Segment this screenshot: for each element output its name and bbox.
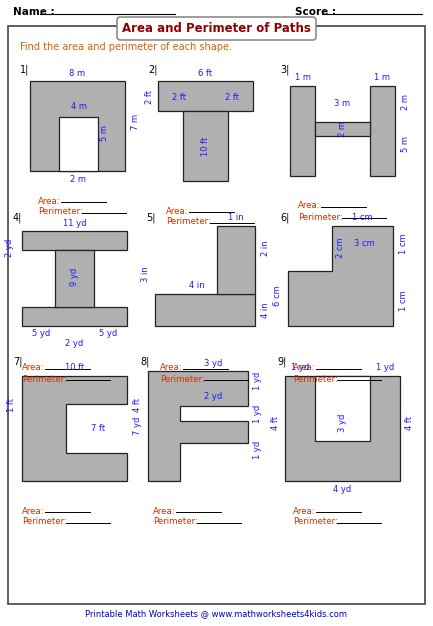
Text: Perimeter:: Perimeter: — [293, 374, 338, 384]
Text: Area:: Area: — [293, 506, 316, 515]
Text: 1 cm: 1 cm — [398, 290, 407, 311]
Text: 3 m: 3 m — [334, 100, 351, 108]
Text: Printable Math Worksheets @ www.mathworksheets4kids.com: Printable Math Worksheets @ www.mathwork… — [85, 610, 347, 618]
Text: 7 yd: 7 yd — [133, 417, 142, 435]
Text: Area:: Area: — [22, 364, 45, 372]
Text: 1 m: 1 m — [294, 73, 310, 83]
Text: 1 in: 1 in — [228, 213, 244, 222]
Text: Perimeter:: Perimeter: — [153, 518, 198, 526]
Text: Perimeter:: Perimeter: — [22, 374, 67, 384]
Polygon shape — [58, 117, 98, 171]
Text: 3|: 3| — [280, 64, 289, 75]
Text: Score :: Score : — [295, 7, 336, 17]
Text: Area:: Area: — [293, 364, 316, 372]
Text: Perimeter:: Perimeter: — [160, 374, 205, 384]
Text: 7 m: 7 m — [130, 113, 139, 130]
Text: 5 m: 5 m — [401, 136, 410, 153]
Polygon shape — [217, 226, 255, 294]
Polygon shape — [290, 86, 315, 176]
Text: 2 yd: 2 yd — [6, 239, 14, 257]
Text: 4 yd: 4 yd — [333, 485, 352, 493]
Text: 1 cm: 1 cm — [398, 233, 407, 254]
Text: 5 yd: 5 yd — [32, 329, 50, 339]
Text: 1 m: 1 m — [375, 73, 391, 83]
Text: Area:: Area: — [166, 207, 189, 215]
Polygon shape — [55, 250, 94, 307]
Text: 2 m: 2 m — [71, 175, 87, 183]
Polygon shape — [148, 371, 248, 481]
Polygon shape — [315, 122, 370, 136]
Text: 1 yd: 1 yd — [253, 405, 262, 423]
Text: 9 yd: 9 yd — [70, 267, 79, 285]
Polygon shape — [22, 307, 127, 326]
Text: 1|: 1| — [20, 64, 29, 75]
Text: 9|: 9| — [277, 357, 286, 367]
Text: 2 m: 2 m — [401, 94, 410, 110]
Text: 6 cm: 6 cm — [274, 285, 282, 306]
Text: Perimeter:: Perimeter: — [22, 518, 67, 526]
Polygon shape — [30, 81, 125, 171]
Polygon shape — [370, 86, 395, 176]
Text: 2 yd: 2 yd — [65, 339, 84, 349]
Text: 2 ft: 2 ft — [225, 93, 239, 103]
Text: Area and Perimeter of Paths: Area and Perimeter of Paths — [122, 21, 310, 34]
Text: Area:: Area: — [160, 364, 183, 372]
Text: Area:: Area: — [153, 506, 176, 515]
Text: 11 yd: 11 yd — [63, 218, 86, 227]
Text: 4 in: 4 in — [189, 282, 205, 290]
Text: Perimeter:: Perimeter: — [298, 212, 343, 222]
Text: Area:: Area: — [298, 202, 320, 210]
Text: 2 ft: 2 ft — [145, 90, 154, 104]
Text: 7|: 7| — [13, 357, 23, 367]
Polygon shape — [288, 226, 393, 326]
Text: 4 ft: 4 ft — [405, 416, 414, 430]
Text: 1 yd: 1 yd — [253, 372, 262, 390]
Text: 4|: 4| — [13, 213, 23, 223]
Polygon shape — [158, 81, 253, 111]
Text: 3 cm: 3 cm — [354, 240, 375, 249]
Text: 3 yd: 3 yd — [204, 359, 222, 367]
Text: 4 in: 4 in — [261, 302, 269, 318]
Text: Name :: Name : — [13, 7, 55, 17]
Text: 2|: 2| — [148, 64, 158, 75]
Text: 2 yd: 2 yd — [204, 392, 222, 401]
Text: 2 m: 2 m — [338, 121, 347, 137]
Polygon shape — [315, 376, 370, 441]
Text: Perimeter:: Perimeter: — [293, 518, 338, 526]
FancyBboxPatch shape — [117, 17, 316, 40]
Text: 3 in: 3 in — [140, 266, 149, 282]
Text: Perimeter:: Perimeter: — [38, 207, 83, 217]
Polygon shape — [155, 294, 255, 326]
Text: 1 yd: 1 yd — [253, 441, 262, 459]
Text: 4 m: 4 m — [71, 101, 87, 111]
Text: 5 m: 5 m — [100, 125, 109, 141]
Text: Area:: Area: — [38, 197, 61, 205]
Text: Perimeter:: Perimeter: — [166, 217, 211, 227]
Text: Find the area and perimeter of each shape.: Find the area and perimeter of each shap… — [20, 42, 232, 52]
Text: 5|: 5| — [146, 213, 155, 223]
Polygon shape — [22, 231, 127, 250]
Polygon shape — [22, 376, 127, 481]
Text: 2 cm: 2 cm — [336, 238, 345, 259]
Text: 10 ft: 10 ft — [65, 364, 84, 372]
Text: Area:: Area: — [22, 506, 45, 515]
Text: 1 cm: 1 cm — [352, 213, 373, 222]
Text: 2 ft: 2 ft — [172, 93, 186, 103]
Text: 7 ft: 7 ft — [90, 424, 105, 433]
Text: 5 yd: 5 yd — [99, 329, 117, 339]
Text: 1 ft: 1 ft — [7, 398, 16, 413]
Polygon shape — [183, 111, 228, 181]
Text: 10 ft: 10 ft — [201, 136, 210, 156]
Text: 8 m: 8 m — [69, 68, 86, 78]
Polygon shape — [285, 376, 400, 481]
Text: 1 yd: 1 yd — [291, 364, 309, 372]
Text: 3 yd: 3 yd — [338, 414, 347, 433]
Text: 6|: 6| — [280, 213, 289, 223]
Text: 2 in: 2 in — [261, 240, 269, 256]
Text: 6 ft: 6 ft — [198, 68, 213, 78]
Text: 1 yd: 1 yd — [376, 364, 394, 372]
Text: 4 ft: 4 ft — [132, 398, 142, 413]
Text: 8|: 8| — [140, 357, 149, 367]
Text: 4 ft: 4 ft — [271, 416, 279, 430]
